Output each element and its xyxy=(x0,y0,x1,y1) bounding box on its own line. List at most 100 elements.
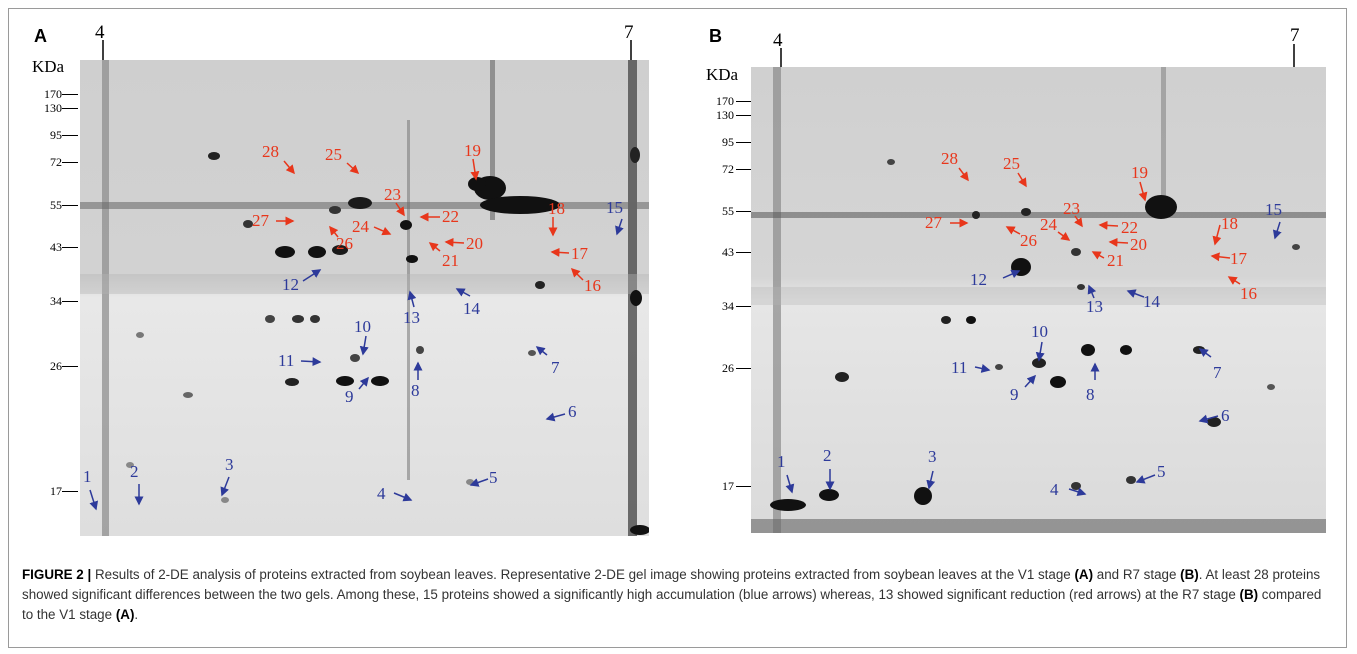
panel-b-red-label: 27 xyxy=(925,213,942,232)
panel-a-red-label: 20 xyxy=(466,234,483,253)
panel-b-mw-72: 72 xyxy=(722,162,734,176)
panel-a-mw-95: 95 xyxy=(50,128,62,142)
caption-panel-ref: (A) xyxy=(1074,567,1094,582)
panel-a-blue-label: 3 xyxy=(225,455,234,474)
red-arrow xyxy=(373,226,392,236)
red-arrow xyxy=(1138,181,1148,202)
figure-frame xyxy=(8,8,1347,648)
panel-a-red-label: 27 xyxy=(252,211,269,230)
panel-a-mw-34: 34 xyxy=(50,294,62,308)
blue-arrow xyxy=(926,470,936,490)
caption-figure-label: FIGURE 2 | xyxy=(22,567,92,582)
panel-b-mw-tick xyxy=(736,368,752,369)
panel-b-ph-left: 4 xyxy=(773,30,783,51)
panel-a-blue-label: 10 xyxy=(354,317,371,336)
panel-b-blue-label: 10 xyxy=(1031,322,1048,341)
panel-b-blue-label: 3 xyxy=(928,447,937,466)
red-arrow xyxy=(1212,224,1222,246)
blue-arrow xyxy=(407,290,417,308)
panel-a-blue-label: 8 xyxy=(411,381,420,400)
caption-panel-ref: (B) xyxy=(1180,567,1199,582)
panel-a-gel-image xyxy=(80,60,649,536)
red-arrow xyxy=(1057,231,1071,241)
caption-text: compared to the V1 stage xyxy=(22,587,1322,622)
red-arrow xyxy=(550,247,570,257)
panel-a-red-label: 16 xyxy=(584,276,601,295)
red-arrow xyxy=(1091,251,1105,260)
panel-b-blue-label: 7 xyxy=(1213,363,1222,382)
panel-b-red-label: 17 xyxy=(1230,249,1247,268)
panel-a-blue-label: 7 xyxy=(551,358,560,377)
panel-a-ph-left: 4 xyxy=(95,22,105,43)
panel-b-mw-55: 55 xyxy=(722,204,734,218)
panel-a-mw-130: 130 xyxy=(44,101,62,115)
blue-arrow xyxy=(455,288,471,297)
blue-arrow xyxy=(974,364,991,373)
panel-b-gel-svg xyxy=(751,67,1326,533)
panel-b-mw-34: 34 xyxy=(722,299,734,313)
red-arrow xyxy=(958,167,969,182)
panel-b-blue-label: 2 xyxy=(823,446,832,465)
panel-a-mw-tick xyxy=(62,205,78,206)
panel-b-red-label: 26 xyxy=(1020,231,1037,250)
blue-arrow xyxy=(1035,341,1045,362)
panel-b-red-label: 21 xyxy=(1107,251,1124,270)
panel-a-mw-43: 43 xyxy=(50,240,62,254)
blue-arrow xyxy=(1024,374,1037,388)
blue-arrow xyxy=(535,346,548,356)
panel-a-blue-label: 15 xyxy=(606,198,623,217)
red-arrow xyxy=(470,158,480,181)
panel-a-arrows xyxy=(89,40,632,511)
blue-arrow xyxy=(615,218,624,236)
panel-a-blue-label: 2 xyxy=(130,462,139,481)
panel-a-mw-tick xyxy=(62,366,78,367)
panel-b-blue-label: 11 xyxy=(951,358,968,377)
panel-b-mw-tick xyxy=(736,115,752,116)
panel-a-red-label: 22 xyxy=(442,207,459,226)
panel-a-blue-label: 14 xyxy=(463,299,480,318)
panel-b-mw-170: 170 xyxy=(716,94,734,108)
panel-a-red-label: 23 xyxy=(384,185,401,204)
panel-b-blue-label: 9 xyxy=(1010,385,1019,404)
panel-a-mw-tick xyxy=(62,135,78,136)
panel-a-red-label: 24 xyxy=(352,217,369,236)
panel-a-blue-label: 4 xyxy=(377,484,386,503)
panel-b-blue-label: 8 xyxy=(1086,385,1095,404)
panel-a-mw-tick xyxy=(62,94,78,95)
panel-a-red-label: 18 xyxy=(548,199,565,218)
blue-arrow xyxy=(1068,487,1087,497)
caption-text: . At least 28 proteins showed significan… xyxy=(22,567,1321,602)
panel-b-red-label: 22 xyxy=(1121,218,1138,237)
panel-b-red-label: 18 xyxy=(1221,214,1238,233)
panel-a-ph-right: 7 xyxy=(624,22,634,43)
blue-arrow xyxy=(302,269,322,282)
panel-b-blue-label: 15 xyxy=(1265,200,1282,219)
panel-a-blue-label: 13 xyxy=(403,308,420,327)
panel-b-blue-label: 12 xyxy=(970,270,987,289)
red-arrow xyxy=(1108,237,1129,247)
panel-b-mw-26: 26 xyxy=(722,361,734,375)
blue-arrow xyxy=(300,357,322,367)
panel-a-mw-tick xyxy=(62,301,78,302)
panel-b-mw-17: 17 xyxy=(722,479,734,493)
red-arrow xyxy=(283,160,295,175)
panel-b-mw-tick xyxy=(736,211,752,212)
red-arrow xyxy=(570,267,584,281)
red-arrow xyxy=(444,237,465,247)
panel-a-mw-tick xyxy=(62,491,78,492)
caption-text: and R7 stage xyxy=(1093,567,1181,582)
panel-a-red-label: 17 xyxy=(571,244,588,263)
blue-arrow xyxy=(1198,414,1219,424)
panel-b-mw-130: 130 xyxy=(716,108,734,122)
red-arrow xyxy=(1005,226,1021,235)
blue-arrow xyxy=(358,376,369,390)
blue-arrow xyxy=(89,489,99,511)
panel-a-blue-label: 9 xyxy=(345,387,354,406)
panel-a-mw-unit: KDa xyxy=(32,57,65,76)
panel-b-red-label: 24 xyxy=(1040,215,1057,234)
blue-arrow xyxy=(1126,289,1145,298)
panel-a-blue-label: 12 xyxy=(282,275,299,294)
red-arrow xyxy=(1017,172,1027,188)
blue-arrow xyxy=(545,412,566,422)
panel-b-red-label: 19 xyxy=(1131,163,1148,182)
